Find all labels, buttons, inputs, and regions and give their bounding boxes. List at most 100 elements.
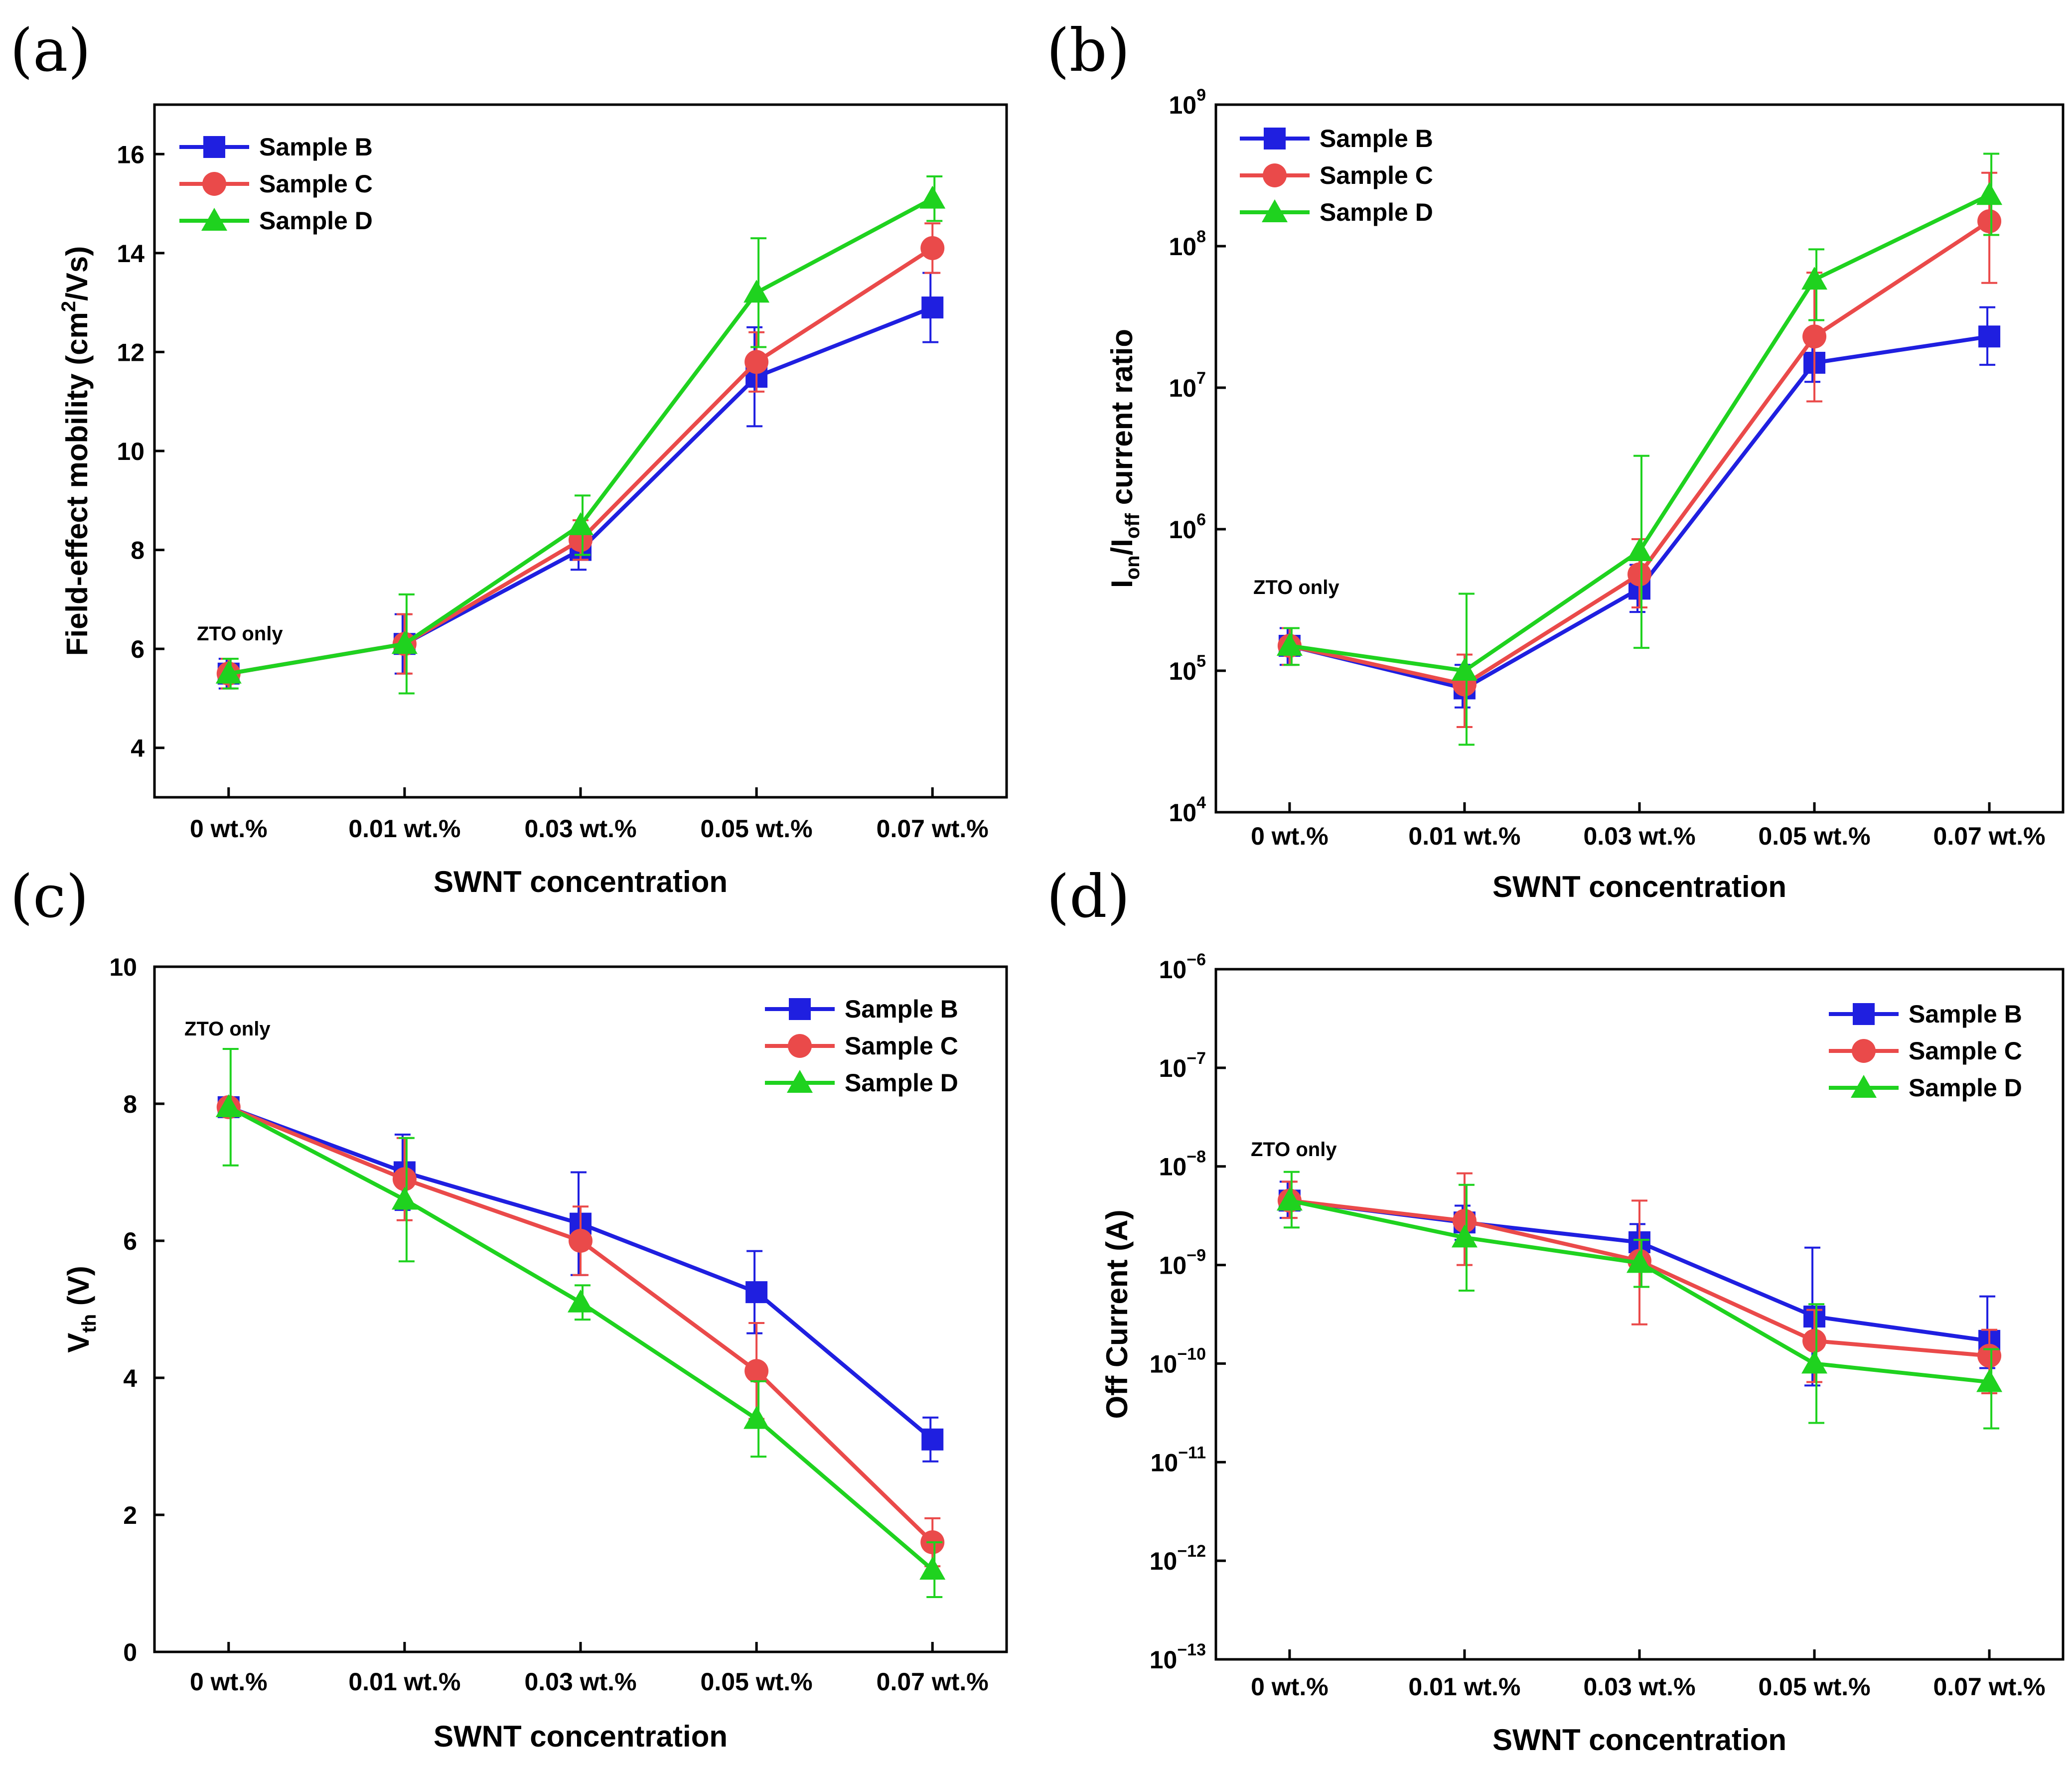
y-tick-label: 14: [117, 240, 145, 268]
data-point: [215, 1094, 242, 1117]
panel-b: (b) 104 105 106 107 108 109 0 wt.% 0.01 wt.% 0.03…: [1046, 16, 2065, 903]
y-tick-label: 104: [1169, 793, 1206, 827]
y-axis-title: Field-effect mobility (cm2/Vs): [58, 246, 94, 656]
series-sample-c: [216, 222, 945, 690]
x-tick-label: 0 wt.%: [190, 1668, 268, 1696]
series-line: [228, 246, 934, 676]
x-tick-label: 0.07 wt.%: [877, 1668, 989, 1696]
y-tick-label: 109: [1169, 86, 1206, 119]
data-point: [1802, 324, 1827, 349]
legend: Sample B Sample C Sample D: [1240, 125, 1433, 226]
data-point: [1276, 632, 1303, 656]
y-tick-label: 10−12: [1150, 1542, 1206, 1575]
annotation-zto-only: ZTO only: [184, 1018, 271, 1040]
data-point: [1976, 182, 2003, 205]
y-axis-title: Ion/Ioff current ratio: [1105, 329, 1144, 588]
data-point: [1276, 1187, 1303, 1211]
y-tick-label: 10−7: [1159, 1049, 1206, 1082]
series-line: [228, 197, 934, 676]
series-sample-d: [1276, 152, 2003, 746]
legend-marker: [789, 998, 811, 1020]
data-point: [919, 185, 946, 209]
panel-label: (c): [10, 862, 89, 931]
data-point: [1802, 1328, 1827, 1353]
y-tick-label: 0: [123, 1638, 137, 1666]
x-tick-label: 0.01 wt.%: [348, 815, 460, 843]
data-point: [1978, 325, 2001, 348]
panel-d: (d) 10−13 10−12 10−11 10−10 10−9 10−8 10−7 10−6 0…: [1046, 862, 2065, 1757]
legend-marker: [201, 208, 227, 231]
series-sample-c: [1277, 1172, 2002, 1394]
y-tick-label: 16: [117, 141, 145, 168]
data-point: [1977, 1343, 2002, 1368]
series-sample-b: [217, 1096, 944, 1463]
panel-label: (d): [1046, 862, 1130, 931]
data-point: [1628, 562, 1651, 587]
data-point: [1627, 538, 1652, 561]
y-tick-label: 6: [123, 1227, 137, 1255]
data-point: [215, 660, 242, 684]
data-point: [391, 1186, 418, 1210]
y-axis-title: Vth (V): [62, 1266, 100, 1352]
x-axis-title: SWNT concentration: [434, 1720, 728, 1753]
data-point: [568, 1289, 593, 1313]
y-tick-label: 8: [123, 1090, 137, 1118]
series-sample-c: [1277, 171, 2002, 729]
y-tick-label: 106: [1169, 510, 1206, 544]
x-tick-label: 0.01 wt.%: [1408, 822, 1520, 850]
x-axis-title: SWNT concentration: [1492, 1723, 1786, 1757]
x-axis-title: SWNT concentration: [1492, 870, 1786, 903]
legend-marker: [788, 1034, 812, 1058]
y-tick-label: 10−13: [1150, 1640, 1206, 1674]
data-point: [745, 1281, 768, 1304]
y-tick-label: 4: [123, 1364, 137, 1392]
y-tick-label: 12: [117, 338, 145, 366]
legend-marker: [1851, 1075, 1877, 1098]
series-sample-c: [216, 1095, 945, 1568]
series-line: [227, 1105, 934, 1572]
x-tick-label: 0.05 wt.%: [1758, 822, 1870, 850]
data-point: [1801, 1350, 1828, 1374]
x-tick-label: 0 wt.%: [1251, 822, 1329, 850]
y-tick-label: 10−11: [1151, 1443, 1206, 1476]
legend-marker: [1853, 1003, 1875, 1025]
data-point: [921, 1428, 944, 1451]
y-tick-label: 4: [131, 735, 145, 762]
data-point: [744, 350, 769, 374]
legend-label: Sample D: [1320, 198, 1433, 226]
data-point: [743, 1406, 770, 1429]
data-point: [919, 1557, 946, 1580]
legend-marker: [202, 172, 226, 196]
data-point: [1977, 209, 2002, 233]
x-tick-label: 0.05 wt.%: [701, 815, 813, 843]
panel-label: (a): [10, 16, 91, 85]
series-sample-d: [215, 1048, 946, 1598]
data-point: [568, 512, 593, 535]
legend-label: Sample D: [259, 207, 373, 235]
series-sample-d: [215, 175, 946, 695]
legend-label: Sample B: [1320, 125, 1433, 152]
data-point: [1976, 1369, 2003, 1392]
y-axis-title: Off Current (A): [1100, 1210, 1134, 1419]
x-axis-title: SWNT concentration: [434, 865, 728, 898]
legend-label: Sample C: [845, 1032, 958, 1060]
legend: Sample B Sample C Sample D: [1829, 1000, 2022, 1102]
annotation-zto-only: ZTO only: [1251, 1139, 1337, 1161]
x-tick-label: 0.07 wt.%: [877, 815, 989, 843]
data-point: [392, 1167, 417, 1191]
x-tick-label: 0.05 wt.%: [1758, 1673, 1870, 1701]
data-point: [1452, 1209, 1477, 1233]
legend-label: Sample C: [259, 170, 373, 198]
data-point: [744, 1359, 769, 1383]
data-point: [1801, 267, 1828, 290]
y-tick-label: 10: [117, 438, 145, 465]
legend-marker: [203, 136, 225, 158]
legend-label: Sample D: [845, 1069, 958, 1097]
legend-marker: [1852, 1039, 1876, 1063]
legend-label: Sample B: [259, 133, 373, 161]
data-point: [391, 631, 418, 654]
legend-label: Sample C: [1320, 161, 1433, 189]
legend-label: Sample B: [1909, 1000, 2022, 1028]
x-tick-label: 0 wt.%: [190, 815, 268, 843]
